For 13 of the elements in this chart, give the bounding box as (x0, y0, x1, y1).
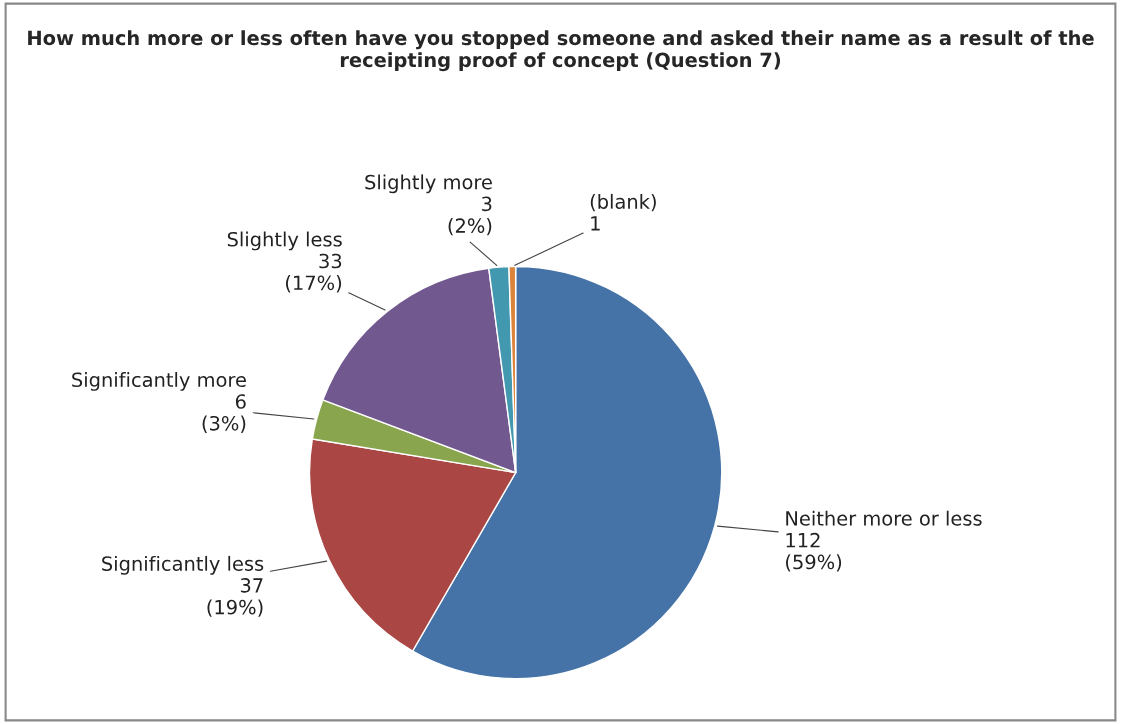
data-label: 1 (591, 216, 600, 231)
data-label: 6 (3%) (202, 394, 246, 433)
slice-label: Slightly less (227, 231, 342, 251)
data-label: 3 (2%) (448, 196, 492, 236)
slice-label: Slightly more (365, 174, 492, 194)
data-label: 112 (59%) (786, 532, 842, 572)
data-label: 33 (17%) (286, 253, 342, 293)
slice-label: Significantly more (72, 372, 246, 391)
chart-title: How much more or less often have you stopped someone and asked their name as a result of the receipting proof of concept (Question 7) (28, 30, 1094, 72)
slice-label: Significantly less (102, 555, 264, 575)
slice-label: (blank) (590, 193, 656, 212)
data-label: 37 (19%) (207, 578, 263, 617)
slice-label: Neither more or less (786, 510, 982, 526)
